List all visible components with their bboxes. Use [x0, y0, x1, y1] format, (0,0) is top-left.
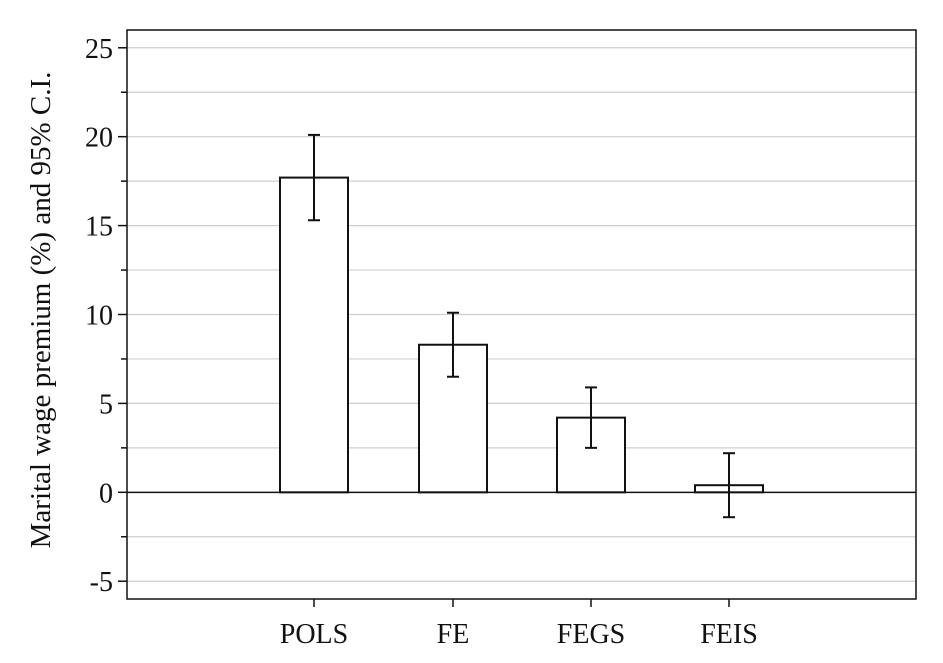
- x-category-label: FEIS: [700, 619, 758, 650]
- x-category-label: FEGS: [557, 619, 625, 650]
- y-tick-label: 15: [85, 212, 113, 243]
- x-category-label: POLS: [280, 619, 348, 650]
- y-tick-label: -5: [90, 567, 113, 598]
- y-tick-label: 0: [99, 478, 113, 509]
- axes: [118, 29, 917, 607]
- bar-pols: [279, 176, 349, 494]
- gridlines: [127, 47, 916, 582]
- x-category-label: FE: [437, 619, 470, 650]
- y-tick-label: 25: [85, 34, 113, 65]
- labels: -5 0 5 10 15 20 25 POLS FE FEGS FEIS: [85, 34, 758, 650]
- bars: [279, 133, 764, 519]
- y-axis-title: Marital wage premium (%) and 95% C.I.: [25, 72, 57, 549]
- y-tick-label: 5: [99, 389, 113, 420]
- y-tick-label: 10: [85, 301, 113, 332]
- y-tick-label: 20: [85, 123, 113, 154]
